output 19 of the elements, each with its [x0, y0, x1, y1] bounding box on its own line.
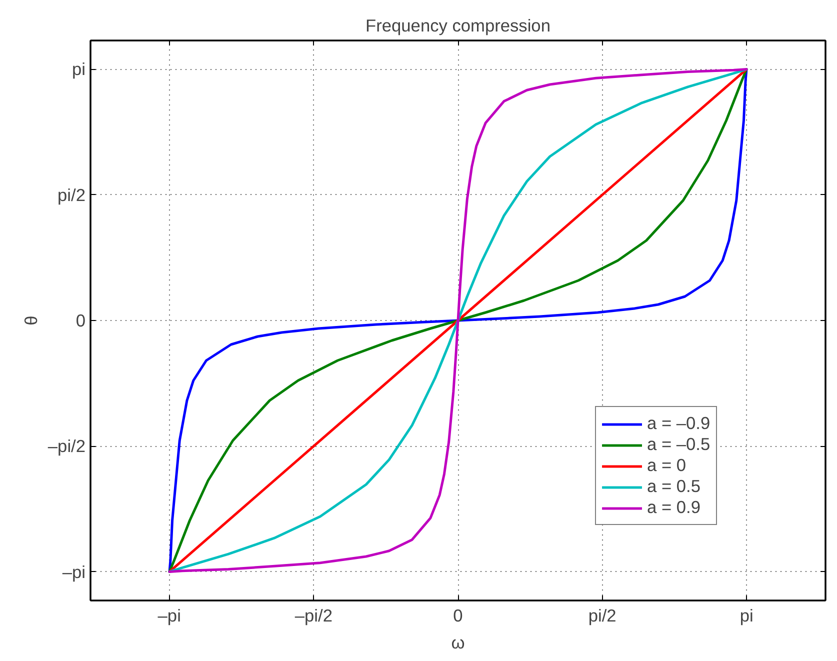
chart-title: Frequency compression: [366, 16, 550, 36]
y-tick-label: –pi/2: [48, 436, 86, 456]
y-tick-label: –pi: [62, 562, 86, 582]
y-tick-label: 0: [76, 310, 86, 330]
line-series: [168, 68, 748, 573]
x-tick-label: –pi: [158, 606, 181, 626]
x-tick-label: 0: [453, 606, 463, 626]
legend-label: a = 0.5: [647, 476, 700, 497]
x-axis-title: ω: [451, 632, 465, 652]
y-axis-title: θ: [20, 316, 41, 326]
y-tick-label: pi/2: [58, 184, 86, 205]
x-tick-label: –pi/2: [294, 606, 332, 626]
legend-label: a = –0.9: [647, 413, 710, 434]
legend-label: a = 0: [647, 455, 686, 476]
legend-label: a = –0.5: [647, 434, 710, 455]
y-tick-label: pi: [72, 59, 86, 80]
x-tick-label: pi: [740, 606, 754, 626]
legend-label: a = 0.9: [647, 497, 700, 518]
x-tick-label: pi/2: [588, 606, 616, 626]
